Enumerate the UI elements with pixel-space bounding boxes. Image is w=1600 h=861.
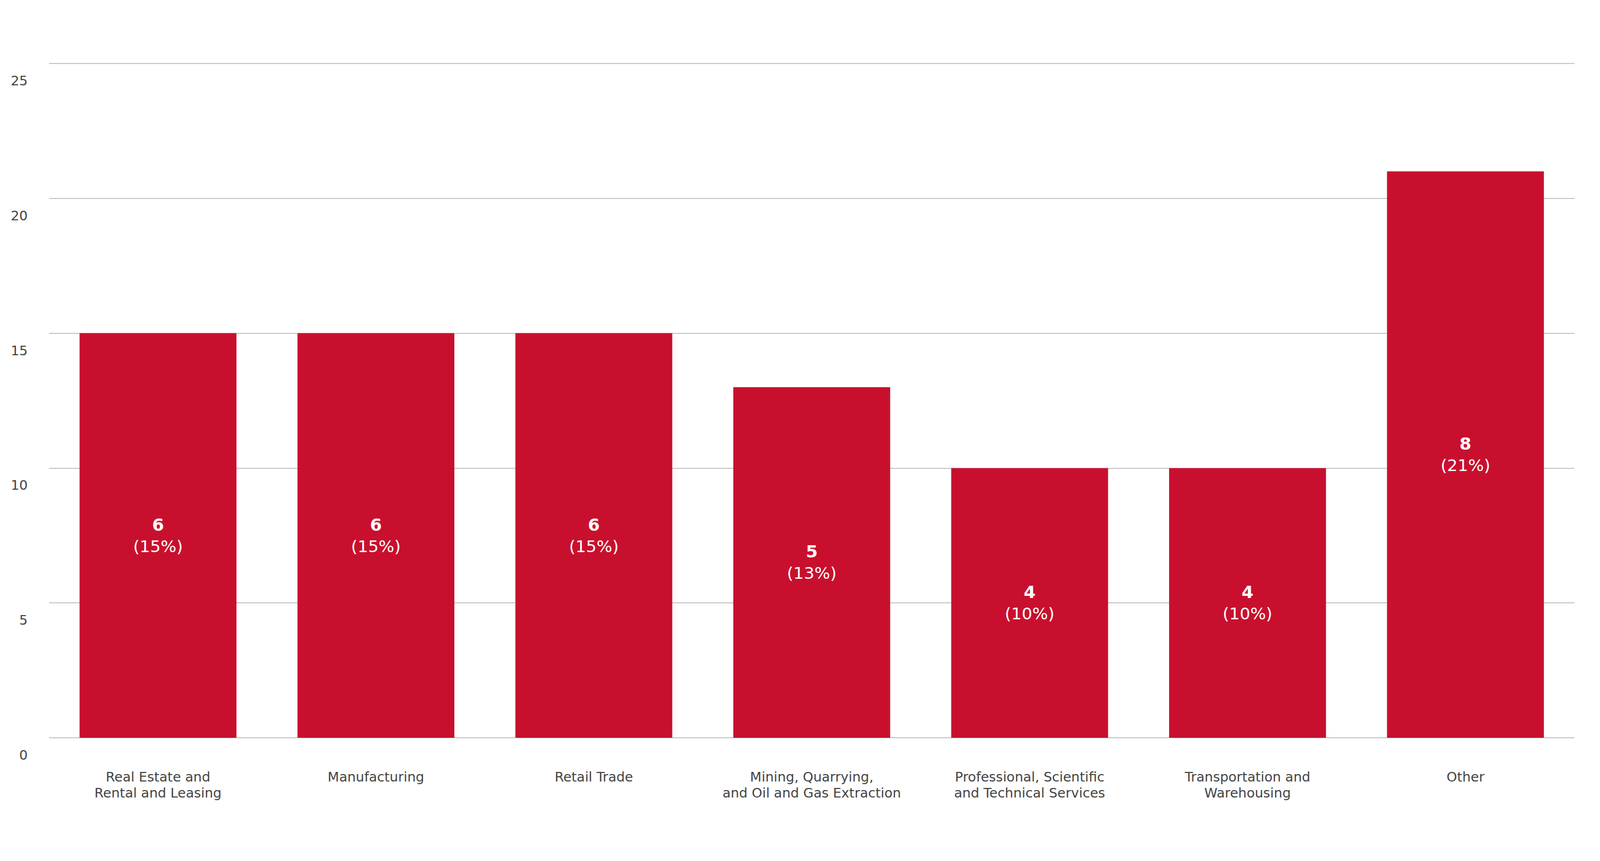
svg-text:(21%): (21%) (1440, 455, 1491, 475)
svg-text:and Oil and Gas Extraction: and Oil and Gas Extraction (722, 785, 902, 801)
svg-text:6: 6 (152, 514, 164, 535)
svg-text:6: 6 (370, 514, 382, 535)
svg-text:25: 25 (10, 73, 28, 89)
svg-text:Other: Other (1446, 769, 1485, 785)
svg-text:Warehousing: Warehousing (1204, 785, 1291, 801)
svg-text:Retail Trade: Retail Trade (554, 769, 634, 785)
svg-text:6: 6 (587, 514, 600, 535)
svg-text:4: 4 (1023, 581, 1036, 603)
svg-text:0: 0 (19, 747, 28, 763)
svg-text:(10%): (10%) (1004, 603, 1055, 623)
svg-text:(10%): (10%) (1222, 603, 1273, 623)
svg-text:Real Estate and: Real Estate and (105, 769, 211, 785)
svg-text:5: 5 (805, 541, 818, 562)
svg-text:8: 8 (1459, 433, 1472, 454)
svg-text:5: 5 (19, 612, 28, 628)
svg-text:15: 15 (10, 342, 28, 359)
svg-text:(13%): (13%) (786, 563, 837, 583)
svg-text:Transportation and: Transportation and (1184, 769, 1311, 785)
svg-text:Professional, Scientific: Professional, Scientific (954, 769, 1104, 785)
svg-text:(15%): (15%) (569, 536, 619, 556)
svg-text:4: 4 (1241, 581, 1254, 603)
svg-text:Rental and Leasing: Rental and Leasing (94, 785, 222, 801)
svg-text:Manufacturing: Manufacturing (327, 769, 424, 785)
svg-text:(15%): (15%) (350, 536, 401, 556)
svg-text:(15%): (15%) (133, 536, 183, 556)
svg-text:10: 10 (10, 477, 28, 493)
svg-text:Mining, Quarrying,: Mining, Quarrying, (749, 769, 874, 785)
svg-text:and Technical Services: and Technical Services (954, 785, 1106, 801)
svg-text:20: 20 (10, 208, 28, 224)
